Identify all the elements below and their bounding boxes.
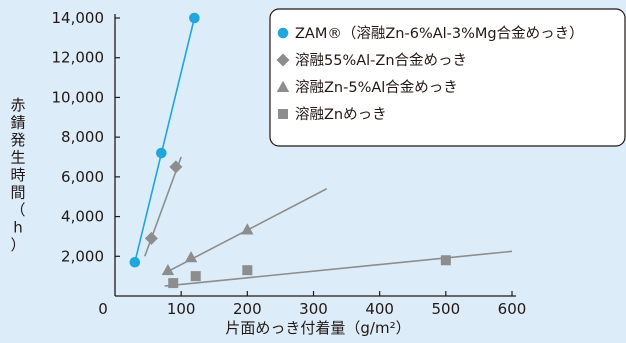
legend-label: 溶融Zn-5%Al合金めっき bbox=[295, 79, 458, 96]
y-tick-label: 14,000 bbox=[52, 9, 105, 27]
y-tick-label: 10,000 bbox=[52, 88, 105, 106]
data-point-diamond bbox=[169, 160, 183, 174]
y-axis-ticks: 2,000 4,000 6,000 8,000 10,000 12,000 14,000 bbox=[52, 9, 120, 265]
y-tick-label: 4,000 bbox=[61, 208, 104, 226]
data-point-square bbox=[242, 265, 253, 276]
legend-label: ZAM®（溶融Zn-6%Al-3%Mg合金めっき） bbox=[295, 25, 584, 42]
x-axis-title: 片面めっき付着量（g/m²） bbox=[225, 319, 410, 337]
x-tick-label: 200 bbox=[233, 300, 262, 318]
axes bbox=[114, 14, 516, 297]
x-tick-label: 500 bbox=[432, 300, 461, 318]
legend-label: 溶融55%Al-Zn合金めっき bbox=[295, 52, 467, 69]
y-tick-label: 12,000 bbox=[52, 49, 105, 67]
data-markers bbox=[129, 12, 451, 289]
legend-label: 溶融Znめっき bbox=[295, 106, 387, 123]
legend-marker-triangle bbox=[276, 80, 290, 92]
x-axis-ticks: 0 100 200 300 400 500 600 bbox=[98, 291, 526, 318]
x-tick-label: 100 bbox=[167, 300, 196, 318]
data-point-square bbox=[168, 278, 179, 289]
y-tick-label: 2,000 bbox=[61, 247, 104, 265]
x-tick-label: 600 bbox=[498, 300, 527, 318]
legend-marker-diamond bbox=[276, 53, 290, 67]
data-point-circle bbox=[189, 12, 200, 24]
x-tick-label: 300 bbox=[299, 300, 328, 318]
y-tick-label: 6,000 bbox=[61, 168, 104, 186]
data-point-square bbox=[190, 271, 201, 282]
data-point-circle bbox=[156, 147, 167, 159]
data-point-triangle bbox=[161, 263, 175, 276]
data-point-triangle bbox=[241, 223, 254, 235]
trend-line-square bbox=[164, 250, 513, 287]
data-point-diamond bbox=[144, 231, 158, 245]
legend-box bbox=[269, 8, 626, 147]
x-tick-label: 400 bbox=[365, 300, 394, 318]
x-tick-label: 0 bbox=[98, 300, 108, 318]
data-point-circle bbox=[129, 256, 141, 268]
legend: ZAM®（溶融Zn-6%Al-3%Mg合金めっき） 溶融55%Al-Zn合金めっき… bbox=[269, 8, 626, 147]
data-point-triangle bbox=[184, 251, 198, 263]
legend-marker-circle bbox=[277, 27, 289, 39]
y-tick-label: 8,000 bbox=[61, 128, 104, 146]
legend-marker-square bbox=[278, 109, 288, 119]
data-point-square bbox=[440, 255, 451, 266]
trend-line-circle bbox=[134, 17, 196, 263]
y-axis-title: 赤錆発生時間（ h） bbox=[10, 96, 25, 254]
